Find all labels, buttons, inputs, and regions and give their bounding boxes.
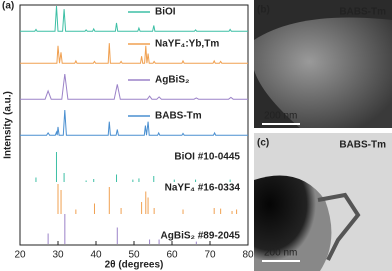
reference-label: BiOI #10-0445 (174, 152, 240, 163)
sample-label: BABS-Tm (339, 7, 386, 18)
panel-label: (c) (257, 138, 269, 149)
reference-label: AgBiS₂ #89-2045 (161, 231, 241, 242)
xrd-line (20, 5, 248, 32)
xrd-line (20, 43, 248, 64)
x-tick-label: 30 (52, 250, 64, 261)
x-tick-label: 20 (14, 250, 26, 261)
xrd-line (20, 109, 248, 136)
legend-label: BABS-Tm (155, 111, 202, 122)
sem-particle (254, 17, 392, 128)
x-tick-label: 40 (90, 250, 102, 261)
panel-label: (a) (2, 1, 14, 12)
scale-label: 200 nm (264, 111, 297, 122)
sample-label: BABS-Tm (339, 140, 386, 151)
xrd-line (20, 73, 248, 100)
scale-label: 200 nm (264, 248, 297, 259)
legend-label: BiOI (155, 7, 176, 18)
legend-label: AgBiS₂ (155, 75, 189, 86)
legend-label: NaYF₄:Yb,Tm (155, 39, 219, 50)
panel-label: (b) (257, 5, 270, 16)
x-tick-label: 50 (128, 250, 140, 261)
tem-shell (317, 192, 361, 261)
y-axis-label: Intensity (a.u.) (3, 91, 14, 159)
x-tick-label: 70 (204, 250, 216, 261)
x-axis-label: 2θ (degrees) (105, 260, 164, 271)
x-tick-label: 80 (242, 250, 254, 261)
tem-particle (254, 175, 332, 271)
reference-label: NaYF₄ #16-0334 (165, 183, 241, 194)
x-tick-label: 60 (166, 250, 178, 261)
